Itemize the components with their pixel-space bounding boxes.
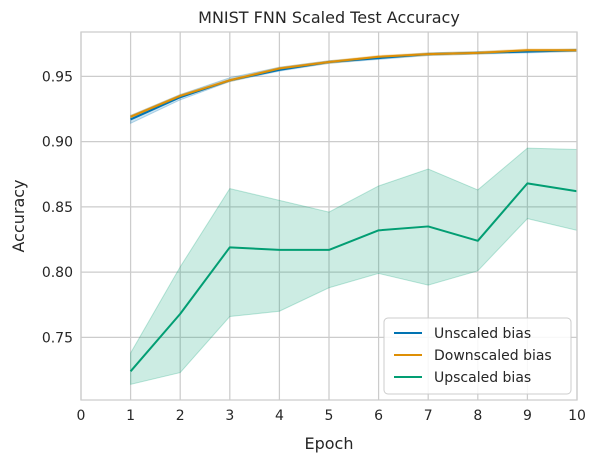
- y-tick-label: 0.85: [42, 200, 73, 216]
- y-tick-label: 0.90: [42, 135, 73, 151]
- x-tick-labels: 0 1 2 3 4 5 6 7 8 9 10: [77, 408, 586, 424]
- series-line-2: [129, 182, 578, 372]
- chart-title: MNIST FNN Scaled Test Accuracy: [198, 8, 460, 27]
- legend: Unscaled bias Downscaled bias Upscaled bia…: [383, 317, 572, 395]
- y-tick-label: 0.95: [42, 69, 73, 85]
- x-tick-label: 1: [126, 408, 135, 424]
- x-tick-label: 0: [77, 408, 86, 424]
- legend-label: Unscaled bias: [434, 326, 531, 342]
- y-axis-label: Accuracy: [9, 179, 28, 252]
- series-lines: [129, 49, 578, 372]
- legend-label: Upscaled bias: [434, 370, 531, 386]
- x-tick-label: 2: [176, 408, 185, 424]
- x-tick-label: 8: [473, 408, 482, 424]
- legend-label: Downscaled bias: [434, 348, 552, 364]
- series-line-1: [130, 49, 577, 118]
- x-tick-label: 6: [374, 408, 383, 424]
- legend-box: [383, 317, 572, 395]
- x-tick-label: 10: [568, 408, 586, 424]
- x-axis-label: Epoch: [305, 434, 354, 453]
- x-tick-label: 7: [424, 408, 433, 424]
- y-tick-label: 0.75: [42, 330, 73, 346]
- y-tick-labels: 0.75 0.80 0.85 0.90 0.95: [42, 69, 73, 346]
- x-tick-label: 5: [325, 408, 334, 424]
- y-tick-label: 0.80: [42, 265, 73, 281]
- x-tick-label: 4: [275, 408, 284, 424]
- x-tick-label: 3: [225, 408, 234, 424]
- x-tick-label: 9: [523, 408, 532, 424]
- plot-frame: [80, 31, 578, 401]
